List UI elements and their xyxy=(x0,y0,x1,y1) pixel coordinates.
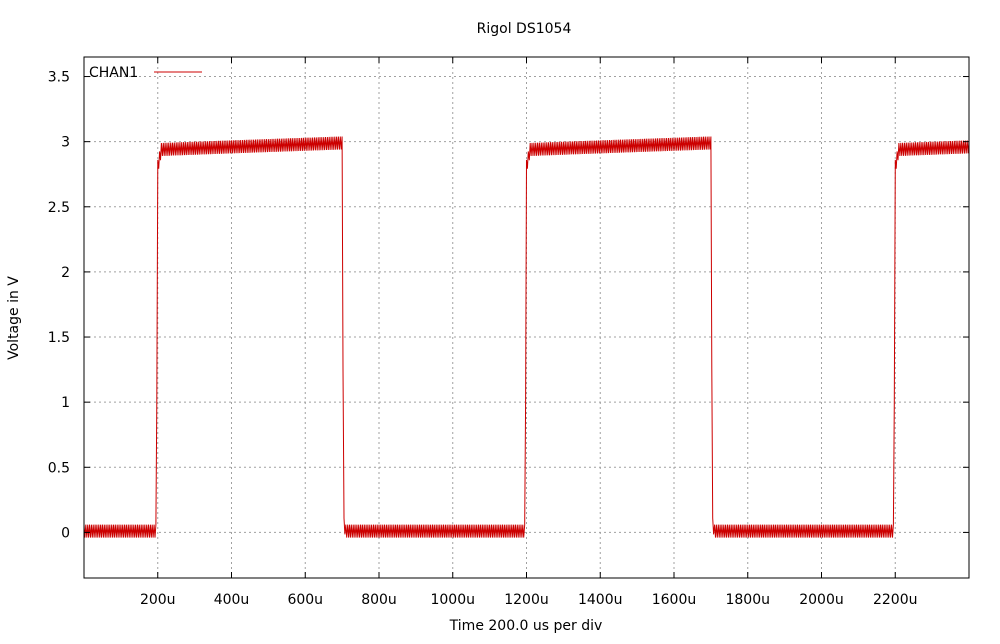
x-tick-label: 1000u xyxy=(430,592,475,608)
x-tick-label: 1600u xyxy=(652,592,697,608)
y-tick-label: 1 xyxy=(61,395,70,411)
x-tick-label: 2000u xyxy=(799,592,844,608)
grid-lines xyxy=(84,57,969,578)
x-tick-label: 1200u xyxy=(504,592,549,608)
x-tick-label: 600u xyxy=(287,592,323,608)
x-tick-label: 800u xyxy=(361,592,397,608)
x-tick-label: 200u xyxy=(140,592,176,608)
x-tick-label: 2200u xyxy=(873,592,918,608)
y-tick-label: 1.5 xyxy=(48,330,70,346)
legend-label: CHAN1 xyxy=(89,65,138,81)
x-tick-label: 1400u xyxy=(578,592,623,608)
y-tick-label: 0 xyxy=(61,525,70,541)
ticks-layer: 200u 400u 600u 800u 1000u 1200u 1400u 1600u 1800… xyxy=(48,57,969,608)
y-tick-label: 2.5 xyxy=(48,200,70,216)
y-tick-label: 3.5 xyxy=(48,70,70,86)
chart-title: Rigol DS1054 xyxy=(477,21,572,37)
x-axis-label: Time 200.0 us per div xyxy=(449,618,603,634)
legend: CHAN1 xyxy=(89,65,202,81)
series-layer xyxy=(83,136,970,538)
x-tick-label: 1800u xyxy=(725,592,770,608)
series-line-chan1 xyxy=(83,136,970,538)
y-tick-label: 2 xyxy=(61,265,70,281)
y-axis-label: Voltage in V xyxy=(6,276,22,360)
y-tick-label: 3 xyxy=(61,135,70,151)
y-tick-label: 0.5 xyxy=(48,460,70,476)
x-tick-label: 400u xyxy=(214,592,250,608)
